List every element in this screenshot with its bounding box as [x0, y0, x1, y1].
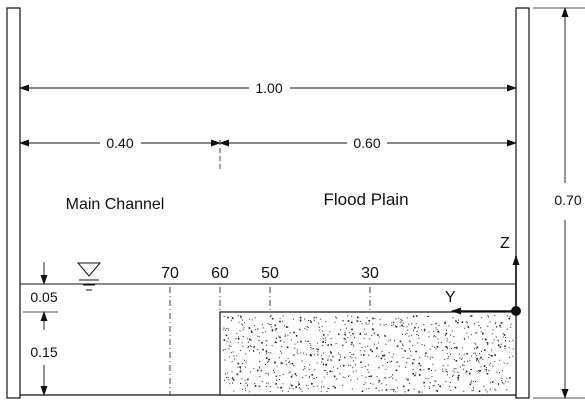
main-channel-label: Main Channel — [66, 196, 165, 213]
left-wall — [6, 7, 21, 399]
flood-plain-label: Flood Plain — [323, 190, 408, 209]
station-label-30: 30 — [361, 265, 379, 282]
z-axis-label: Z — [500, 235, 510, 252]
total-width-label: 1.00 — [255, 80, 282, 96]
water-level-triangle-icon — [76, 262, 102, 291]
floodplain-height-label: 0.15 — [30, 344, 57, 360]
station-label-50: 50 — [261, 265, 279, 282]
station-label-70: 70 — [161, 265, 179, 282]
main-channel-width-label: 0.40 — [106, 135, 133, 151]
origin-point — [511, 306, 521, 316]
floodplain-texture — [223, 315, 514, 393]
right-wall — [515, 7, 530, 399]
flood-plain-width-label: 0.60 — [353, 135, 380, 151]
total-height-label: 0.70 — [554, 192, 581, 208]
station-label-60: 60 — [211, 265, 229, 282]
depth-label: 0.05 — [30, 289, 57, 305]
y-axis-label: Y — [445, 289, 456, 306]
